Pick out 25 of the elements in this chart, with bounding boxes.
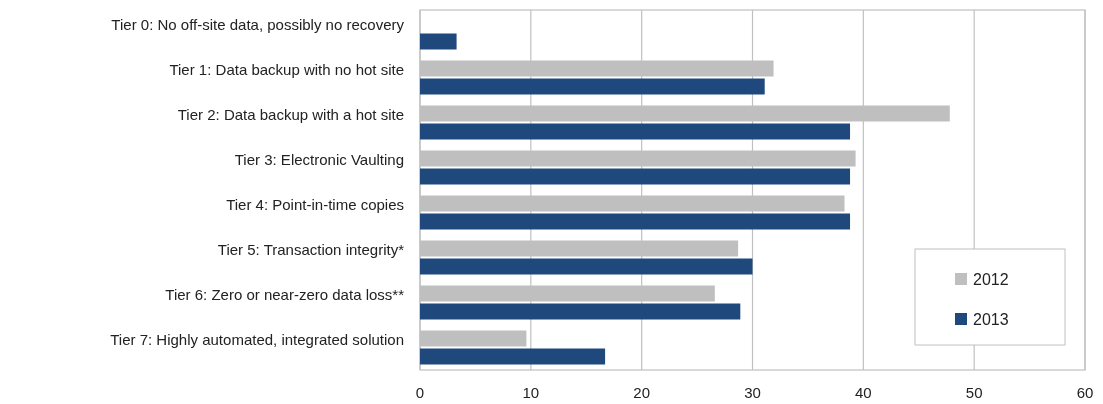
legend-label: 2012: [973, 271, 1009, 288]
x-tick-label: 10: [522, 384, 540, 401]
y-tick-label: Tier 5: Transaction integrity*: [217, 240, 405, 258]
bar: [420, 78, 765, 95]
y-tick-label: Tier 0: No off-site data, possibly no recovery: [111, 15, 405, 33]
y-tick-label: Tier 1: Data backup with no hot site: [169, 60, 404, 78]
x-tick-label: 50: [965, 384, 983, 401]
y-tick-label: Tier 4: Point-in-time copies: [226, 195, 404, 213]
x-tick-label: 0: [415, 384, 425, 401]
bar: [420, 303, 741, 320]
x-tick-label: 40: [854, 384, 872, 401]
bar: [420, 168, 851, 185]
bar: [420, 33, 457, 50]
x-tick-label: 60: [1076, 384, 1094, 401]
y-tick-label: Tier 2: Data backup with a hot site: [177, 105, 404, 123]
y-tick-label: Tier 3: Electronic Vaulting: [234, 150, 404, 168]
y-tick-label: Tier 7: Highly automated, integrated solution: [110, 330, 404, 348]
y-tick-label: Tier 6: Zero or near-zero data loss**: [165, 285, 405, 303]
legend-label: 2013: [973, 311, 1009, 328]
bar: [420, 123, 851, 140]
bar: [420, 258, 753, 275]
x-tick-label: 30: [744, 384, 761, 401]
bar: [420, 213, 851, 230]
bar: [420, 348, 606, 365]
x-tick-label: 20: [633, 384, 651, 401]
